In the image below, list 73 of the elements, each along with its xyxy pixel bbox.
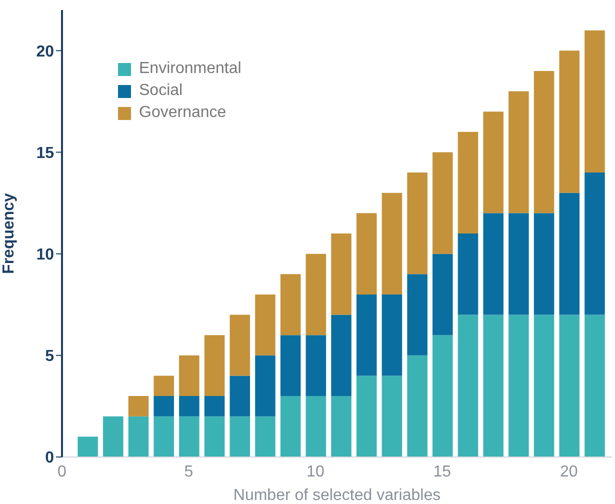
bar xyxy=(458,132,478,234)
y-tick-label: 10 xyxy=(36,246,54,264)
y-tick-label: 5 xyxy=(45,348,54,366)
bar xyxy=(382,192,402,294)
bar xyxy=(204,335,225,396)
bar xyxy=(534,314,554,457)
x-axis-title: Number of selected variables xyxy=(233,487,441,504)
bar xyxy=(458,234,478,315)
bar xyxy=(204,416,225,457)
bar xyxy=(356,294,377,376)
bar xyxy=(508,91,529,214)
bar xyxy=(154,376,174,396)
bar xyxy=(508,213,529,315)
bar xyxy=(255,294,276,356)
bar xyxy=(483,314,504,457)
bar xyxy=(356,376,377,457)
bar xyxy=(584,172,605,315)
bar xyxy=(458,314,478,457)
bar xyxy=(584,30,605,173)
bar xyxy=(382,376,402,457)
bar xyxy=(128,416,149,457)
bar xyxy=(128,396,149,416)
bar xyxy=(432,152,453,254)
bar xyxy=(432,254,453,336)
bar xyxy=(280,396,301,457)
bar xyxy=(407,172,428,274)
legend-label: Social xyxy=(139,81,183,101)
bar xyxy=(508,314,529,457)
bar xyxy=(103,416,124,457)
bar xyxy=(559,192,580,315)
bar xyxy=(204,396,225,416)
bar xyxy=(306,396,326,457)
x-tick-label: 15 xyxy=(433,463,452,480)
bar xyxy=(534,70,554,214)
legend-label: Governance xyxy=(139,103,226,123)
bar xyxy=(483,112,504,214)
bar xyxy=(356,213,377,294)
y-tick-label: 15 xyxy=(36,144,54,162)
bar xyxy=(483,213,504,315)
bar xyxy=(280,335,301,396)
bar xyxy=(255,416,276,457)
bar xyxy=(534,213,554,315)
x-tick-label: 10 xyxy=(306,463,324,480)
bar xyxy=(331,314,352,396)
legend-label: Environmental xyxy=(139,59,242,79)
bar xyxy=(331,396,352,457)
bar xyxy=(306,335,326,396)
bar xyxy=(179,396,200,416)
bar xyxy=(407,274,428,356)
bar xyxy=(432,335,453,457)
bar xyxy=(280,274,301,336)
bar xyxy=(230,376,250,416)
bar xyxy=(382,294,402,376)
bar xyxy=(584,314,605,457)
x-tick-label: 20 xyxy=(560,463,578,480)
y-tick-label: 0 xyxy=(45,450,54,467)
bar xyxy=(154,396,174,416)
x-tick-label: 5 xyxy=(184,463,194,480)
bar xyxy=(559,314,580,457)
bar xyxy=(179,355,200,396)
x-tick-label: 0 xyxy=(58,463,67,480)
bar xyxy=(179,416,200,457)
bar xyxy=(331,234,352,315)
bar xyxy=(407,355,428,457)
y-axis-title: Frequency xyxy=(0,192,18,274)
bar xyxy=(78,436,98,457)
bar xyxy=(230,314,250,376)
bar xyxy=(559,50,580,193)
bar xyxy=(230,416,250,457)
bar xyxy=(255,355,276,416)
bar xyxy=(154,416,174,457)
y-tick-label: 20 xyxy=(36,43,54,60)
bar xyxy=(306,254,326,336)
